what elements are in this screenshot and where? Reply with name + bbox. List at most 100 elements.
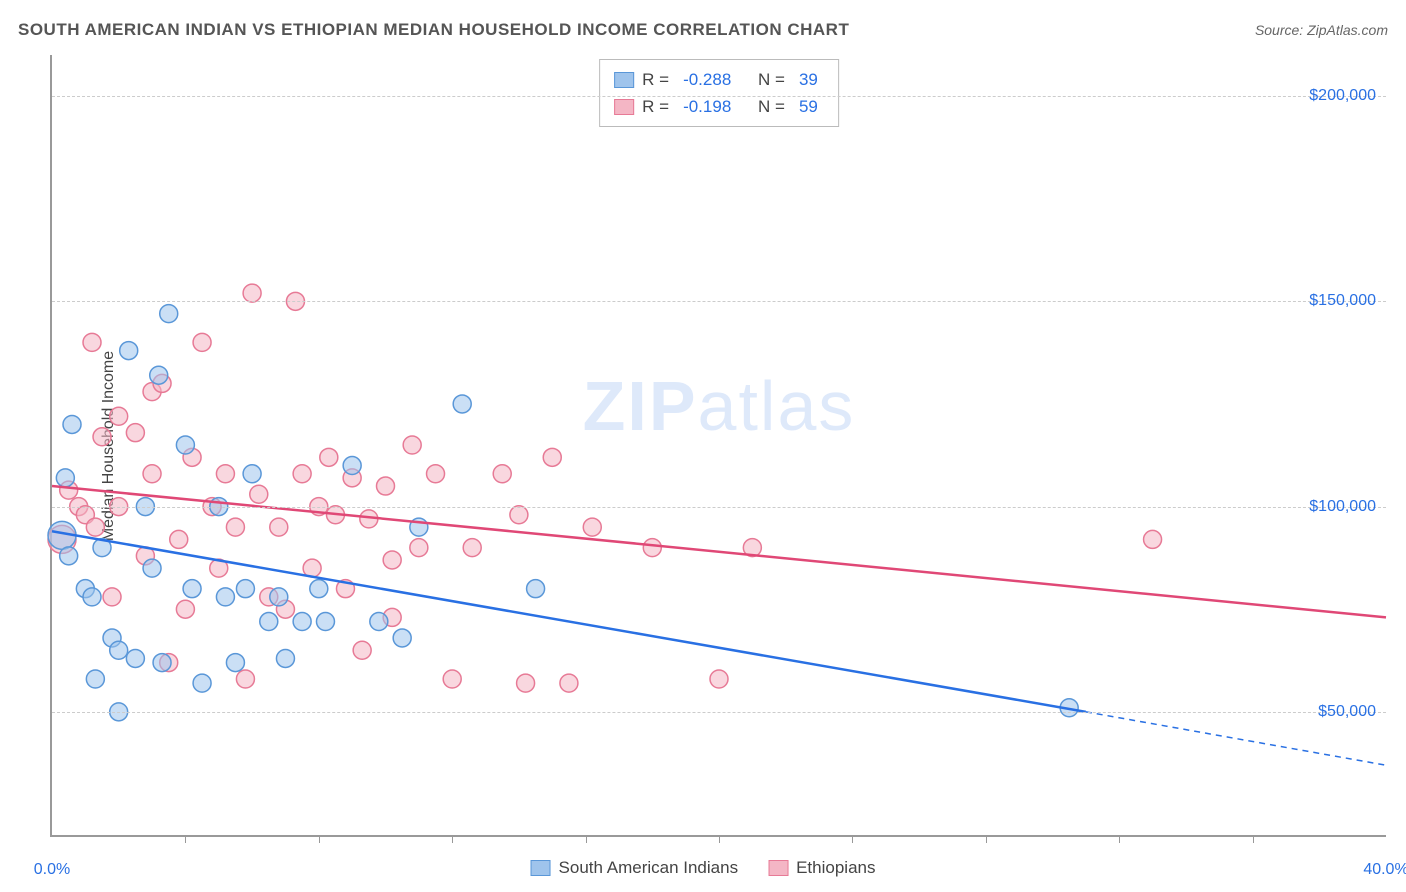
scatter-point <box>517 674 535 692</box>
scatter-point <box>270 588 288 606</box>
scatter-point <box>383 551 401 569</box>
scatter-point <box>377 477 395 495</box>
x-axis-max-label: 40.0% <box>1363 861 1406 879</box>
scatter-point <box>403 436 421 454</box>
scatter-point <box>710 670 728 688</box>
scatter-point <box>293 465 311 483</box>
scatter-point <box>543 448 561 466</box>
scatter-point <box>410 539 428 557</box>
x-axis-min-label: 0.0% <box>34 861 70 879</box>
x-tick <box>1253 835 1254 843</box>
scatter-point <box>427 465 445 483</box>
legend-correlation: R = -0.288 N = 39 R = -0.198 N = 59 <box>599 59 839 127</box>
gridline <box>52 712 1386 713</box>
scatter-point <box>643 539 661 557</box>
plot-svg <box>52 55 1386 835</box>
x-tick <box>185 835 186 843</box>
x-tick <box>319 835 320 843</box>
scatter-point <box>293 613 311 631</box>
scatter-point <box>1144 530 1162 548</box>
scatter-point <box>250 485 268 503</box>
chart-title: SOUTH AMERICAN INDIAN VS ETHIOPIAN MEDIA… <box>18 20 849 40</box>
scatter-point <box>527 580 545 598</box>
gridline <box>52 301 1386 302</box>
scatter-point <box>243 284 261 302</box>
n-label: N = <box>758 66 785 93</box>
x-tick <box>1119 835 1120 843</box>
scatter-point <box>463 539 481 557</box>
series2-label: Ethiopians <box>796 858 875 878</box>
y-tick-label: $100,000 <box>1309 498 1376 516</box>
scatter-point <box>176 600 194 618</box>
scatter-point <box>143 465 161 483</box>
scatter-point <box>83 588 101 606</box>
scatter-point <box>110 641 128 659</box>
legend-series: South American Indians Ethiopians <box>531 858 876 878</box>
series1-r-value: -0.288 <box>683 66 731 93</box>
x-tick <box>586 835 587 843</box>
scatter-point <box>216 588 234 606</box>
scatter-point <box>216 465 234 483</box>
scatter-point <box>243 465 261 483</box>
scatter-point <box>260 613 278 631</box>
scatter-point <box>110 407 128 425</box>
scatter-point <box>56 469 74 487</box>
r-label: R = <box>642 66 669 93</box>
swatch-series1 <box>614 72 634 88</box>
scatter-point <box>120 342 138 360</box>
y-tick-label: $200,000 <box>1309 87 1376 105</box>
scatter-point <box>510 506 528 524</box>
swatch-series2-bottom <box>768 860 788 876</box>
r-label: R = <box>642 93 669 120</box>
scatter-point <box>370 613 388 631</box>
scatter-point <box>183 580 201 598</box>
scatter-point <box>150 366 168 384</box>
scatter-point <box>103 588 121 606</box>
scatter-point <box>126 424 144 442</box>
x-tick <box>852 835 853 843</box>
n-label: N = <box>758 93 785 120</box>
scatter-point <box>560 674 578 692</box>
scatter-point <box>60 547 78 565</box>
legend-row-series1: R = -0.288 N = 39 <box>614 66 824 93</box>
series2-n-value: 59 <box>799 93 818 120</box>
chart-frame: ZIPatlas R = -0.288 N = 39 R = -0.198 N … <box>50 55 1386 837</box>
scatter-point <box>193 674 211 692</box>
scatter-point <box>453 395 471 413</box>
gridline <box>52 507 1386 508</box>
scatter-point <box>143 559 161 577</box>
scatter-point <box>493 465 511 483</box>
scatter-point <box>353 641 371 659</box>
swatch-series1-bottom <box>531 860 551 876</box>
scatter-point <box>63 415 81 433</box>
swatch-series2 <box>614 99 634 115</box>
legend-row-series2: R = -0.198 N = 59 <box>614 93 824 120</box>
scatter-point <box>236 670 254 688</box>
scatter-point <box>236 580 254 598</box>
scatter-point <box>160 305 178 323</box>
scatter-point <box>393 629 411 647</box>
scatter-point <box>83 333 101 351</box>
scatter-point <box>153 654 171 672</box>
scatter-point <box>310 580 328 598</box>
y-tick-label: $50,000 <box>1318 703 1376 721</box>
scatter-point <box>86 518 104 536</box>
scatter-point <box>316 613 334 631</box>
source-label: Source: ZipAtlas.com <box>1255 22 1388 38</box>
series1-label: South American Indians <box>559 858 739 878</box>
series1-n-value: 39 <box>799 66 818 93</box>
scatter-point <box>126 649 144 667</box>
scatter-point <box>93 428 111 446</box>
scatter-point <box>193 333 211 351</box>
scatter-point <box>226 518 244 536</box>
gridline <box>52 96 1386 97</box>
scatter-point <box>343 457 361 475</box>
x-tick <box>719 835 720 843</box>
scatter-point <box>276 649 294 667</box>
scatter-point <box>86 670 104 688</box>
series2-r-value: -0.198 <box>683 93 731 120</box>
scatter-point <box>176 436 194 454</box>
scatter-point <box>170 530 188 548</box>
x-tick <box>452 835 453 843</box>
legend-item-series1: South American Indians <box>531 858 739 878</box>
